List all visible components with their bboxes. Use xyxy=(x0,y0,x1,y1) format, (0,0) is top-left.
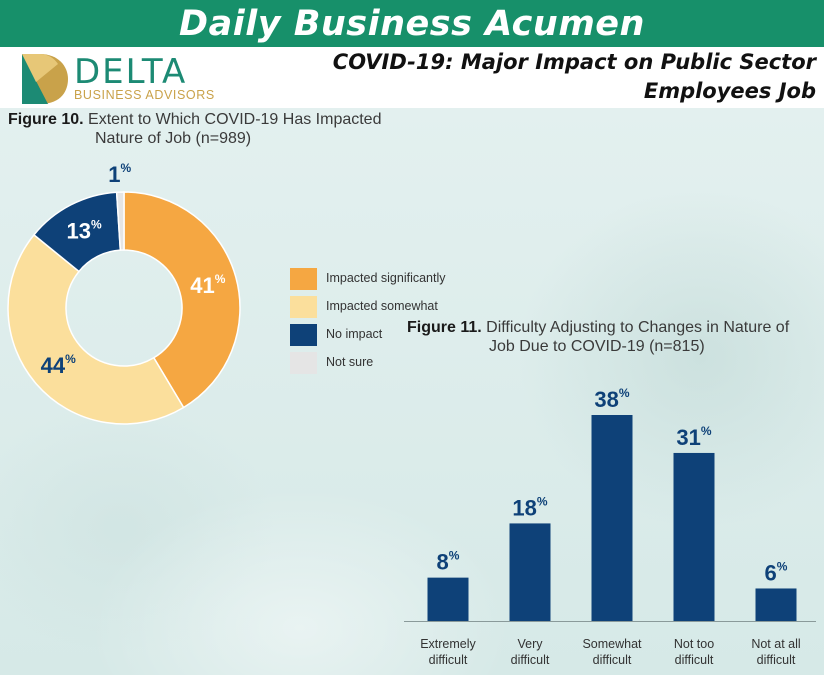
figure-11-title-line-1: Difficulty Adjusting to Changes in Natur… xyxy=(486,319,790,336)
bar-category-label: Not at all xyxy=(751,637,800,651)
banner-title: Daily Business Acumen xyxy=(179,3,645,44)
donut-slice-impacted-significantly xyxy=(123,191,241,409)
legend-label: No impact xyxy=(326,327,383,341)
legend-label: Not sure xyxy=(326,355,374,369)
bar-not-at-all-difficult xyxy=(755,588,797,621)
bar-category-label: difficult xyxy=(757,653,796,667)
bar-category-label: Somewhat xyxy=(582,637,642,651)
figure-10-title: Figure 10. Extent to Which COVID-19 Has … xyxy=(8,110,428,148)
bar-value-very-difficult: 18% xyxy=(512,494,547,520)
bar-value-not-too-difficult: 31% xyxy=(676,424,711,450)
banner: Daily Business Acumen xyxy=(0,0,824,47)
bar-very-difficult xyxy=(509,523,551,621)
headline-line-1: COVID-19: Major Impact on Public Sector xyxy=(332,50,816,74)
bar-category-label: difficult xyxy=(675,653,714,667)
bar-somewhat-difficult xyxy=(591,415,633,621)
figure-10-label: Figure 10. xyxy=(8,111,84,128)
logo: DELTA BUSINESS ADVISORS xyxy=(18,52,218,106)
bar-value-not-at-all-difficult: 6% xyxy=(765,559,788,585)
legend-label: Impacted significantly xyxy=(326,271,446,285)
legend-swatch xyxy=(290,352,317,374)
bar-category-label: Not too xyxy=(674,637,714,651)
headline: COVID-19: Major Impact on Public Sector … xyxy=(333,48,816,106)
bar-category-label: Very xyxy=(517,637,543,651)
donut-slice-not-sure xyxy=(115,191,125,251)
figure-11-title: Figure 11. Difficulty Adjusting to Chang… xyxy=(407,318,817,356)
bar-category-label: Extremely xyxy=(420,637,476,651)
bar-category-label: difficult xyxy=(429,653,468,667)
headline-line-2: Employees Job xyxy=(643,79,816,103)
logo-wordmark: DELTA xyxy=(74,52,188,92)
logo-tagline: BUSINESS ADVISORS xyxy=(74,88,215,102)
legend-swatch xyxy=(290,324,317,346)
figure-10-title-line-1: Extent to Which COVID-19 Has Impacted xyxy=(88,111,382,128)
bar-not-too-difficult xyxy=(673,452,715,621)
figure-10-title-line-2: Nature of Job (n=989) xyxy=(95,130,252,147)
bar-value-extremely-difficult: 8% xyxy=(437,549,460,575)
bar-category-label: difficult xyxy=(593,653,632,667)
figure-11-title-line-2: Job Due to COVID-19 (n=815) xyxy=(489,338,705,355)
legend-label: Impacted somewhat xyxy=(326,299,438,313)
figure-11-label: Figure 11. xyxy=(407,319,482,336)
bar-value-somewhat-difficult: 38% xyxy=(594,386,629,412)
donut-slice-impacted-somewhat xyxy=(7,233,185,425)
delta-logo-icon xyxy=(22,54,68,104)
header-strip xyxy=(0,47,824,108)
legend-swatch xyxy=(290,296,317,318)
legend-swatch xyxy=(290,268,317,290)
bar-extremely-difficult xyxy=(427,577,469,621)
bar-category-label: difficult xyxy=(511,653,550,667)
